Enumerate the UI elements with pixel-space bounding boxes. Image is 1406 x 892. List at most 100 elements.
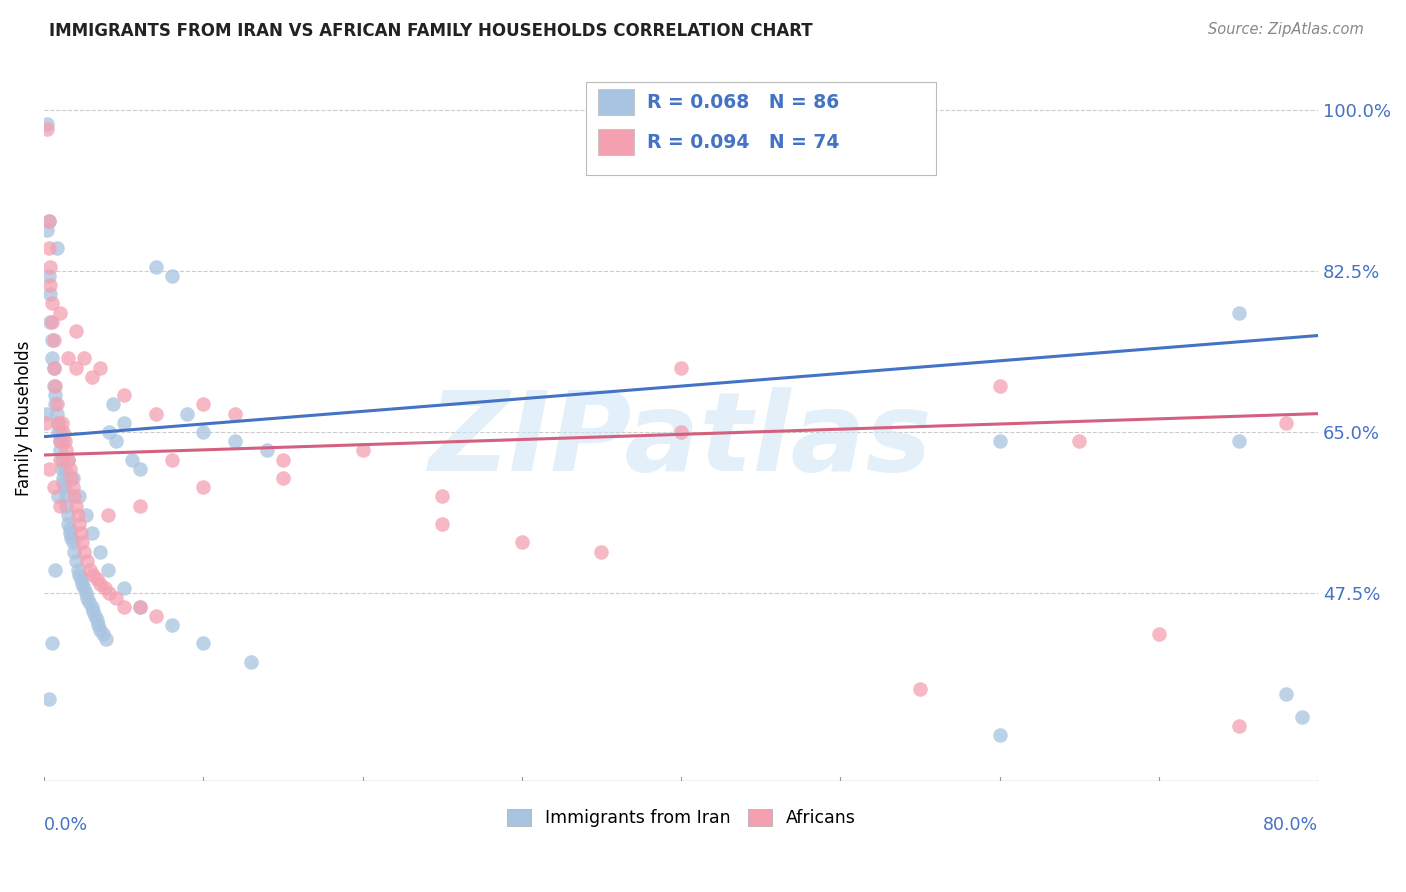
Point — [56, 452, 79, 467]
Point — [48, 489, 70, 503]
Point — [55, 489, 77, 503]
Point — [49, 443, 72, 458]
Point — [112, 416, 135, 430]
Point — [75, 586, 97, 600]
Point — [60, 531, 83, 545]
Point — [41, 296, 63, 310]
Point — [160, 618, 183, 632]
Point — [669, 360, 692, 375]
Point — [128, 599, 150, 614]
Point — [56, 452, 79, 467]
FancyBboxPatch shape — [585, 82, 936, 175]
Point — [80, 526, 103, 541]
Point — [35, 416, 58, 430]
Point — [67, 489, 90, 503]
Point — [48, 425, 70, 439]
Point — [82, 567, 104, 582]
Point — [52, 434, 75, 449]
Point — [1227, 434, 1250, 449]
Point — [44, 563, 66, 577]
Point — [45, 397, 67, 411]
Point — [908, 682, 931, 697]
Point — [89, 576, 111, 591]
Point — [1275, 687, 1298, 701]
Point — [73, 582, 96, 596]
Point — [1227, 305, 1250, 319]
Point — [432, 489, 454, 503]
Point — [1275, 416, 1298, 430]
Point — [128, 499, 150, 513]
Point — [39, 315, 62, 329]
Point — [591, 544, 613, 558]
Point — [38, 241, 60, 255]
Point — [112, 582, 135, 596]
Point — [73, 351, 96, 366]
Text: Source: ZipAtlas.com: Source: ZipAtlas.com — [1208, 22, 1364, 37]
Point — [240, 655, 263, 669]
Point — [42, 360, 65, 375]
FancyBboxPatch shape — [599, 129, 634, 155]
Point — [89, 544, 111, 558]
Point — [66, 563, 89, 577]
Point — [65, 360, 87, 375]
Point — [75, 508, 97, 522]
Point — [51, 452, 73, 467]
Point — [49, 425, 72, 439]
Point — [160, 268, 183, 283]
Point — [193, 425, 215, 439]
Point — [37, 117, 59, 131]
Point — [101, 397, 124, 411]
Text: IMMIGRANTS FROM IRAN VS AFRICAN FAMILY HOUSEHOLDS CORRELATION CHART: IMMIGRANTS FROM IRAN VS AFRICAN FAMILY H… — [49, 22, 813, 40]
Point — [38, 268, 60, 283]
Point — [76, 554, 98, 568]
Point — [60, 471, 83, 485]
Point — [48, 416, 70, 430]
Point — [58, 522, 80, 536]
Point — [145, 407, 167, 421]
Point — [45, 241, 67, 255]
Point — [52, 471, 75, 485]
Text: 0.0%: 0.0% — [44, 816, 89, 834]
Point — [37, 121, 59, 136]
Point — [65, 554, 87, 568]
Point — [73, 544, 96, 558]
Point — [193, 636, 215, 650]
Point — [669, 425, 692, 439]
Point — [44, 379, 66, 393]
Point — [35, 407, 58, 421]
Point — [69, 572, 91, 586]
Point — [58, 462, 80, 476]
Point — [79, 563, 101, 577]
Y-axis label: Family Households: Family Households — [15, 341, 32, 496]
Point — [42, 360, 65, 375]
Point — [41, 351, 63, 366]
Point — [128, 462, 150, 476]
Point — [271, 471, 294, 485]
Point — [51, 462, 73, 476]
Point — [38, 213, 60, 227]
Point — [49, 452, 72, 467]
Point — [1147, 627, 1170, 641]
Point — [58, 526, 80, 541]
Point — [1227, 719, 1250, 733]
Point — [52, 475, 75, 490]
Point — [87, 618, 110, 632]
Point — [39, 277, 62, 292]
Point — [352, 443, 374, 458]
Point — [42, 379, 65, 393]
Point — [97, 563, 120, 577]
Point — [62, 535, 84, 549]
Point — [55, 499, 77, 513]
Point — [49, 499, 72, 513]
Point — [86, 572, 108, 586]
Point — [41, 315, 63, 329]
Point — [62, 480, 84, 494]
Point — [76, 591, 98, 605]
Point — [271, 452, 294, 467]
Point — [45, 407, 67, 421]
Point — [63, 544, 86, 558]
Point — [67, 516, 90, 531]
Point — [41, 333, 63, 347]
Point — [988, 434, 1011, 449]
Point — [224, 407, 246, 421]
